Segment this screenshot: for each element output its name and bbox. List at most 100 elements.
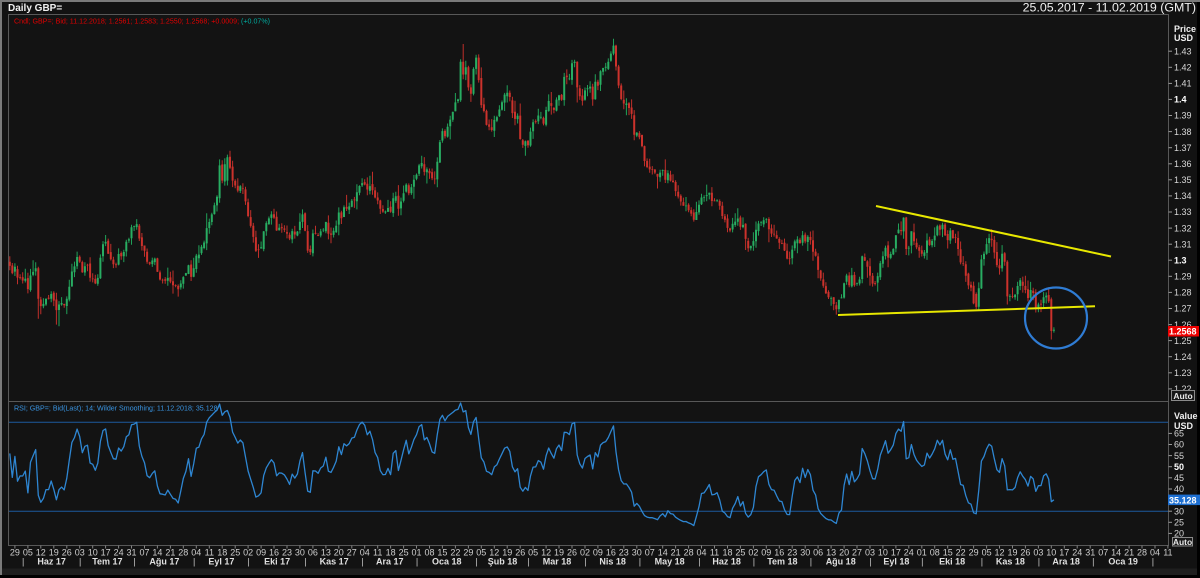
svg-text:1.31: 1.31 bbox=[1174, 239, 1192, 249]
svg-text:12: 12 bbox=[541, 548, 551, 558]
svg-text:|: | bbox=[810, 557, 812, 567]
svg-text:27: 27 bbox=[852, 548, 862, 558]
svg-text:1.22: 1.22 bbox=[1174, 384, 1192, 394]
svg-text:05: 05 bbox=[23, 548, 33, 558]
svg-text:03: 03 bbox=[865, 548, 875, 558]
svg-text:May 18: May 18 bbox=[655, 557, 685, 567]
svg-text:30: 30 bbox=[632, 548, 642, 558]
svg-text:01: 01 bbox=[411, 548, 421, 558]
svg-text:17: 17 bbox=[1059, 548, 1069, 558]
svg-text:|: | bbox=[247, 557, 249, 567]
svg-text:55: 55 bbox=[1174, 451, 1184, 461]
svg-text:02: 02 bbox=[243, 548, 253, 558]
svg-text:17: 17 bbox=[101, 548, 111, 558]
svg-text:|: | bbox=[193, 557, 195, 567]
svg-text:09: 09 bbox=[256, 548, 266, 558]
svg-text:|: | bbox=[1092, 557, 1094, 567]
svg-text:65: 65 bbox=[1174, 429, 1184, 439]
svg-text:02: 02 bbox=[580, 548, 590, 558]
svg-text:1.43: 1.43 bbox=[1174, 46, 1192, 56]
svg-text:1.33: 1.33 bbox=[1174, 207, 1192, 217]
svg-text:24: 24 bbox=[904, 548, 914, 558]
svg-text:16: 16 bbox=[774, 548, 784, 558]
svg-text:1.29: 1.29 bbox=[1174, 272, 1192, 282]
svg-text:50: 50 bbox=[1174, 462, 1184, 472]
svg-text:Ara 18: Ara 18 bbox=[1052, 557, 1080, 567]
svg-text:16: 16 bbox=[606, 548, 616, 558]
svg-text:Eyl 18: Eyl 18 bbox=[883, 557, 909, 567]
svg-text:26: 26 bbox=[515, 548, 525, 558]
svg-text:1.37: 1.37 bbox=[1174, 143, 1192, 153]
svg-text:20: 20 bbox=[1174, 529, 1184, 539]
svg-text:30: 30 bbox=[1174, 506, 1184, 516]
svg-text:1.39: 1.39 bbox=[1174, 111, 1192, 121]
svg-text:13: 13 bbox=[826, 548, 836, 558]
svg-text:|: | bbox=[304, 557, 306, 567]
svg-text:USD: USD bbox=[1174, 421, 1194, 431]
svg-text:04: 04 bbox=[696, 548, 706, 558]
svg-text:|: | bbox=[639, 557, 641, 567]
svg-text:14: 14 bbox=[152, 548, 162, 558]
svg-text:22: 22 bbox=[956, 548, 966, 558]
svg-text:|: | bbox=[584, 557, 586, 567]
svg-text:26: 26 bbox=[62, 548, 72, 558]
svg-text:04: 04 bbox=[1150, 548, 1160, 558]
svg-text:15: 15 bbox=[437, 548, 447, 558]
svg-text:30: 30 bbox=[295, 548, 305, 558]
svg-text:Tem 17: Tem 17 bbox=[92, 557, 122, 567]
svg-text:23: 23 bbox=[282, 548, 292, 558]
svg-text:19: 19 bbox=[1007, 548, 1017, 558]
svg-text:26: 26 bbox=[567, 548, 577, 558]
svg-text:|: | bbox=[361, 557, 363, 567]
svg-text:28: 28 bbox=[178, 548, 188, 558]
svg-text:1.35: 1.35 bbox=[1174, 175, 1192, 185]
svg-text:1.27: 1.27 bbox=[1174, 304, 1192, 314]
svg-text:|: | bbox=[416, 557, 418, 567]
svg-text:|: | bbox=[1152, 557, 1154, 567]
svg-text:1.23: 1.23 bbox=[1174, 368, 1192, 378]
svg-text:10: 10 bbox=[88, 548, 98, 558]
svg-text:04: 04 bbox=[191, 548, 201, 558]
svg-text:20: 20 bbox=[334, 548, 344, 558]
svg-text:05: 05 bbox=[476, 548, 486, 558]
svg-text:1.3: 1.3 bbox=[1174, 255, 1187, 265]
svg-text:|: | bbox=[869, 557, 871, 567]
svg-text:40: 40 bbox=[1174, 484, 1184, 494]
svg-text:1.2568: 1.2568 bbox=[1169, 327, 1197, 337]
svg-text:10: 10 bbox=[878, 548, 888, 558]
svg-text:31: 31 bbox=[126, 548, 136, 558]
svg-text:Nis 18: Nis 18 bbox=[599, 557, 626, 567]
svg-text:|: | bbox=[921, 557, 923, 567]
svg-text:|: | bbox=[133, 557, 135, 567]
svg-text:|: | bbox=[698, 557, 700, 567]
svg-text:15: 15 bbox=[943, 548, 953, 558]
svg-text:16: 16 bbox=[269, 548, 279, 558]
svg-text:19: 19 bbox=[49, 548, 59, 558]
svg-text:25: 25 bbox=[230, 548, 240, 558]
svg-text:25: 25 bbox=[1174, 518, 1184, 528]
svg-text:USD: USD bbox=[1174, 33, 1194, 43]
svg-text:|: | bbox=[475, 557, 477, 567]
svg-text:Eki 17: Eki 17 bbox=[264, 557, 290, 567]
svg-text:Haz 17: Haz 17 bbox=[37, 557, 66, 567]
svg-text:08: 08 bbox=[930, 548, 940, 558]
svg-text:21: 21 bbox=[165, 548, 175, 558]
svg-text:29: 29 bbox=[969, 548, 979, 558]
svg-text:Kas 18: Kas 18 bbox=[996, 557, 1025, 567]
svg-text:|: | bbox=[79, 557, 81, 567]
svg-text:30: 30 bbox=[800, 548, 810, 558]
svg-text:Daily GBP=: Daily GBP= bbox=[8, 3, 62, 14]
svg-text:05: 05 bbox=[528, 548, 538, 558]
svg-text:21: 21 bbox=[1124, 548, 1134, 558]
svg-text:13: 13 bbox=[321, 548, 331, 558]
svg-text:09: 09 bbox=[761, 548, 771, 558]
svg-text:1.4: 1.4 bbox=[1174, 95, 1187, 105]
svg-text:|: | bbox=[753, 557, 755, 567]
svg-text:19: 19 bbox=[554, 548, 564, 558]
svg-text:Price: Price bbox=[1174, 24, 1196, 34]
svg-text:Ağu 18: Ağu 18 bbox=[826, 557, 856, 567]
svg-text:20: 20 bbox=[839, 548, 849, 558]
svg-text:60: 60 bbox=[1174, 440, 1184, 450]
svg-text:07: 07 bbox=[139, 548, 149, 558]
svg-text:1.24: 1.24 bbox=[1174, 352, 1192, 362]
